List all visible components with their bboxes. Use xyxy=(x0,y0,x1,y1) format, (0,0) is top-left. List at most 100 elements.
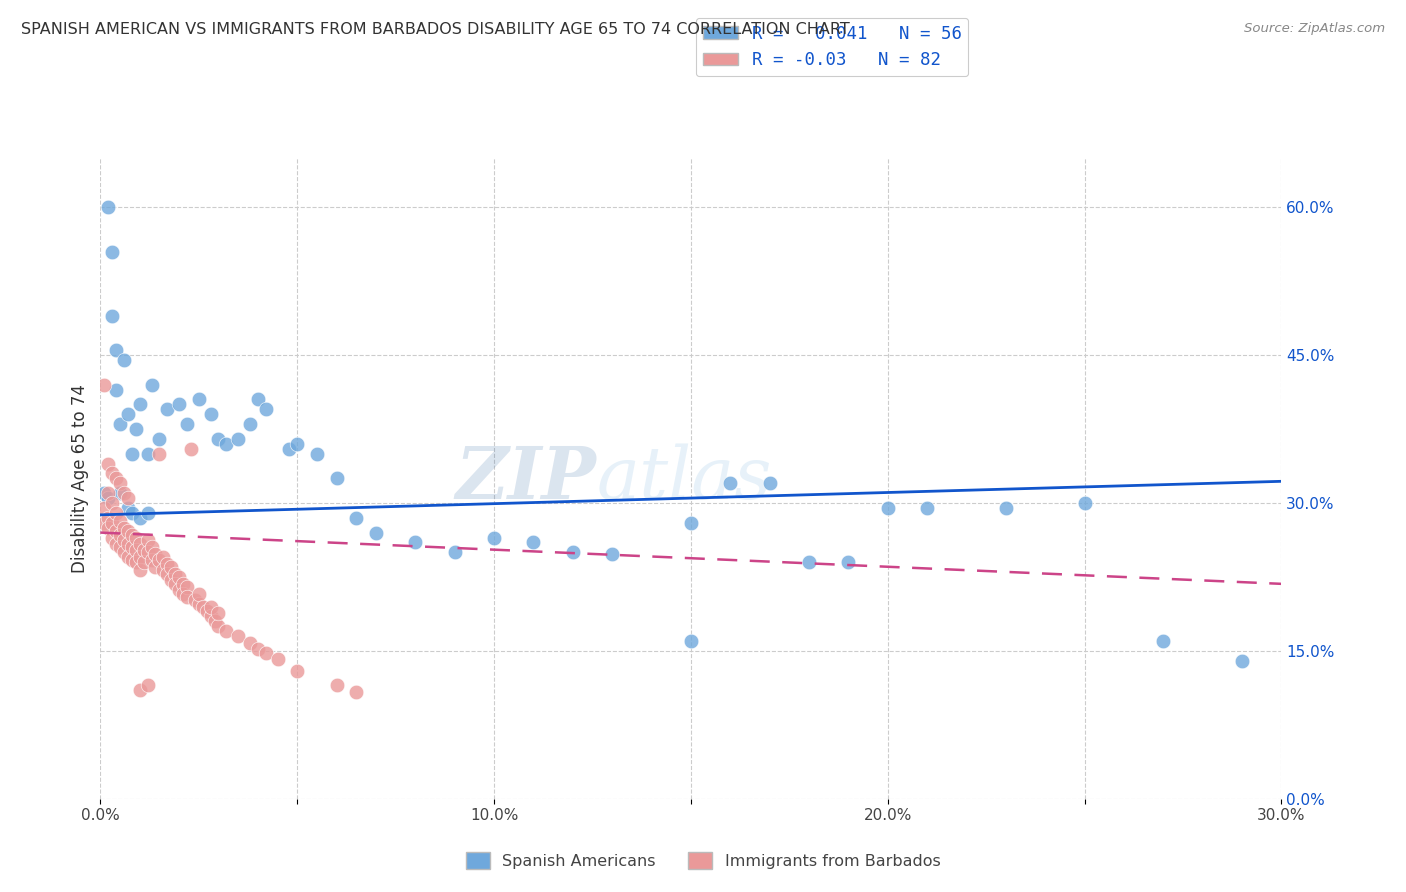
Point xyxy=(136,506,159,520)
Point xyxy=(97,521,120,535)
Point xyxy=(167,582,190,597)
Point xyxy=(160,560,183,574)
Point xyxy=(561,545,583,559)
Point xyxy=(191,599,214,614)
Point xyxy=(108,514,131,528)
Point xyxy=(837,555,859,569)
Point xyxy=(246,392,269,407)
Point xyxy=(172,587,194,601)
Point xyxy=(266,652,288,666)
Point xyxy=(136,545,159,559)
Point xyxy=(207,619,229,633)
Point xyxy=(180,442,202,456)
Point xyxy=(128,397,150,411)
Point xyxy=(93,377,115,392)
Point xyxy=(108,541,131,555)
Point xyxy=(128,683,150,698)
Point xyxy=(876,500,898,515)
Point xyxy=(128,510,150,524)
Point xyxy=(112,521,135,535)
Point xyxy=(152,563,174,577)
Point xyxy=(797,555,820,569)
Point xyxy=(101,309,124,323)
Point xyxy=(482,531,505,545)
Point xyxy=(117,550,139,565)
Point xyxy=(246,641,269,656)
Point xyxy=(128,550,150,565)
Point xyxy=(141,541,163,555)
Point xyxy=(108,476,131,491)
Point xyxy=(152,550,174,565)
Point xyxy=(325,678,347,692)
Point xyxy=(187,597,209,611)
Point xyxy=(117,537,139,551)
Point xyxy=(93,486,115,500)
Point xyxy=(207,607,229,621)
Point xyxy=(121,541,143,555)
Point xyxy=(117,524,139,538)
Point xyxy=(278,442,301,456)
Point xyxy=(105,343,128,358)
Point xyxy=(105,506,128,520)
Point xyxy=(101,467,124,481)
Point xyxy=(165,577,187,591)
Point xyxy=(148,432,170,446)
Point xyxy=(136,447,159,461)
Point xyxy=(679,634,702,648)
Text: SPANISH AMERICAN VS IMMIGRANTS FROM BARBADOS DISABILITY AGE 65 TO 74 CORRELATION: SPANISH AMERICAN VS IMMIGRANTS FROM BARB… xyxy=(21,22,849,37)
Point xyxy=(165,566,187,581)
Point xyxy=(176,580,198,594)
Point xyxy=(207,432,229,446)
Point xyxy=(101,531,124,545)
Point xyxy=(101,516,124,530)
Point xyxy=(1152,634,1174,648)
Point xyxy=(156,402,179,417)
Point xyxy=(344,510,367,524)
Point xyxy=(121,527,143,541)
Point xyxy=(121,447,143,461)
Point xyxy=(215,437,238,451)
Point xyxy=(145,560,167,574)
Point xyxy=(522,535,544,549)
Point xyxy=(195,604,218,618)
Point xyxy=(97,457,120,471)
Legend: R =   0.041   N = 56, R = -0.03   N = 82: R = 0.041 N = 56, R = -0.03 N = 82 xyxy=(696,18,969,76)
Point xyxy=(156,557,179,571)
Point xyxy=(128,537,150,551)
Point xyxy=(325,471,347,485)
Point xyxy=(97,510,120,524)
Point xyxy=(187,392,209,407)
Point xyxy=(758,476,780,491)
Point xyxy=(172,577,194,591)
Point xyxy=(128,563,150,577)
Point xyxy=(600,547,623,561)
Text: atlas: atlas xyxy=(596,443,772,514)
Point xyxy=(226,629,249,643)
Point xyxy=(160,573,183,587)
Point xyxy=(132,543,155,558)
Point xyxy=(93,500,115,515)
Point xyxy=(239,417,262,431)
Point xyxy=(121,506,143,520)
Point xyxy=(148,447,170,461)
Point xyxy=(443,545,465,559)
Point xyxy=(364,525,387,540)
Point xyxy=(141,377,163,392)
Point xyxy=(404,535,426,549)
Point xyxy=(112,545,135,559)
Point xyxy=(132,555,155,569)
Point xyxy=(145,547,167,561)
Point xyxy=(915,500,938,515)
Point xyxy=(97,491,120,505)
Point xyxy=(117,500,139,515)
Point xyxy=(97,486,120,500)
Point xyxy=(125,555,148,569)
Point xyxy=(679,516,702,530)
Y-axis label: Disability Age 65 to 74: Disability Age 65 to 74 xyxy=(72,384,89,573)
Point xyxy=(215,624,238,639)
Point xyxy=(167,397,190,411)
Point xyxy=(105,524,128,538)
Point xyxy=(148,553,170,567)
Point xyxy=(112,533,135,548)
Point xyxy=(136,533,159,548)
